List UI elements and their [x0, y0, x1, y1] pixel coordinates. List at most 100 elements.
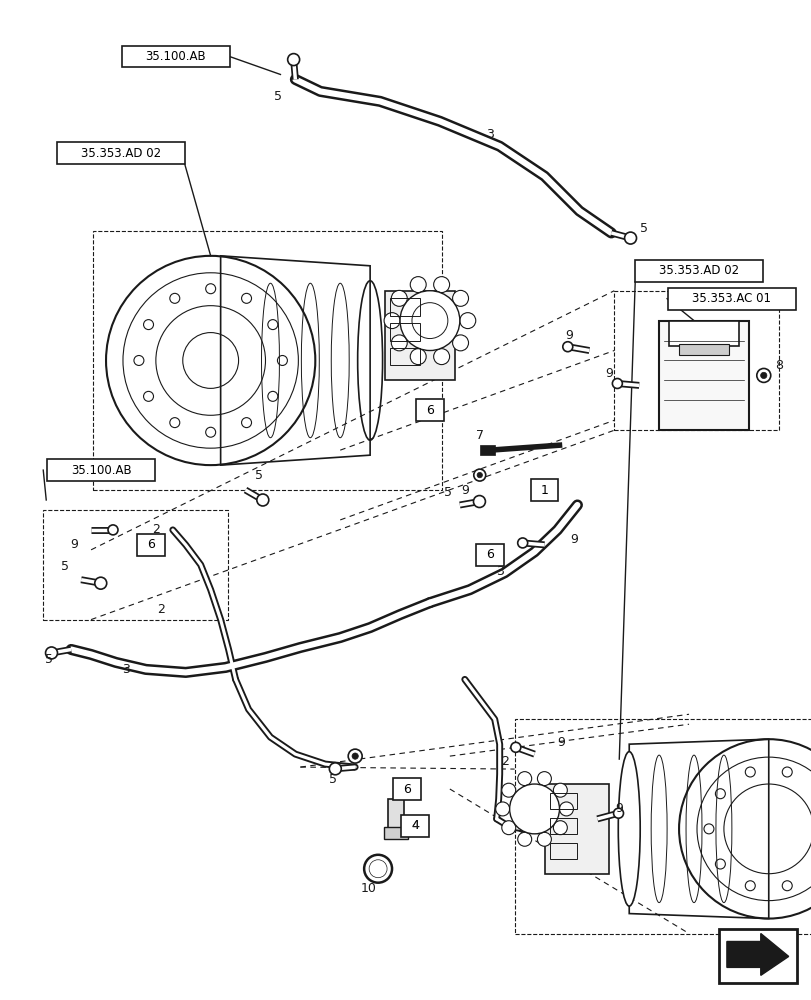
- Circle shape: [352, 753, 358, 759]
- Text: 5: 5: [61, 560, 69, 573]
- Circle shape: [559, 802, 573, 816]
- Circle shape: [510, 742, 520, 752]
- Ellipse shape: [617, 752, 639, 906]
- Circle shape: [268, 320, 277, 330]
- Text: 6: 6: [147, 538, 155, 551]
- Bar: [479, 445, 494, 455]
- Circle shape: [433, 277, 449, 293]
- Circle shape: [205, 427, 216, 437]
- Polygon shape: [726, 934, 787, 975]
- FancyBboxPatch shape: [47, 459, 155, 481]
- FancyBboxPatch shape: [393, 778, 420, 800]
- Text: 2: 2: [500, 755, 508, 768]
- Text: 3: 3: [122, 663, 130, 676]
- Text: 35.353.AC 01: 35.353.AC 01: [692, 292, 770, 305]
- Bar: [389, 298, 419, 316]
- Bar: [659, 321, 748, 430]
- Circle shape: [277, 355, 287, 365]
- Circle shape: [410, 349, 426, 365]
- Circle shape: [268, 391, 277, 401]
- Bar: [668, 321, 738, 346]
- Circle shape: [459, 313, 475, 329]
- Circle shape: [473, 469, 485, 481]
- Text: 35.353.AD 02: 35.353.AD 02: [658, 264, 738, 277]
- Circle shape: [169, 293, 179, 303]
- Circle shape: [744, 767, 754, 777]
- Bar: [549, 793, 577, 809]
- Circle shape: [134, 355, 144, 365]
- Text: 10: 10: [360, 882, 375, 895]
- FancyBboxPatch shape: [415, 399, 444, 421]
- Bar: [388, 799, 404, 831]
- Bar: [549, 843, 577, 859]
- Bar: [389, 348, 419, 365]
- Text: 5: 5: [328, 773, 337, 786]
- Text: 9: 9: [461, 484, 468, 497]
- Text: 35.100.AB: 35.100.AB: [71, 464, 131, 477]
- Circle shape: [144, 391, 153, 401]
- Text: 5: 5: [274, 90, 282, 103]
- Circle shape: [329, 763, 341, 775]
- Circle shape: [391, 290, 407, 306]
- Circle shape: [452, 290, 468, 306]
- Circle shape: [562, 342, 572, 352]
- Circle shape: [611, 378, 621, 388]
- Text: 9: 9: [70, 538, 78, 551]
- Text: 3: 3: [496, 565, 503, 578]
- Circle shape: [517, 772, 531, 786]
- Circle shape: [477, 472, 482, 478]
- Circle shape: [553, 783, 567, 797]
- Circle shape: [517, 538, 527, 548]
- Bar: [549, 818, 577, 834]
- Circle shape: [287, 54, 299, 66]
- Circle shape: [363, 855, 392, 883]
- Circle shape: [714, 859, 724, 869]
- FancyBboxPatch shape: [122, 46, 230, 67]
- Text: 5: 5: [45, 653, 54, 666]
- Bar: [389, 323, 419, 341]
- Text: 35.353.AD 02: 35.353.AD 02: [81, 147, 161, 160]
- Text: 3: 3: [485, 128, 493, 141]
- Circle shape: [348, 749, 362, 763]
- Circle shape: [391, 335, 407, 351]
- Circle shape: [452, 335, 468, 351]
- Text: 35.100.AB: 35.100.AB: [145, 50, 206, 63]
- Bar: [514, 719, 811, 934]
- Text: 5: 5: [444, 486, 451, 499]
- Circle shape: [433, 349, 449, 365]
- Text: 9: 9: [605, 367, 612, 380]
- FancyBboxPatch shape: [137, 534, 165, 556]
- Circle shape: [744, 881, 754, 891]
- Circle shape: [553, 821, 567, 835]
- Circle shape: [517, 832, 531, 846]
- Circle shape: [241, 418, 251, 428]
- Circle shape: [781, 881, 792, 891]
- Text: 9: 9: [557, 736, 564, 749]
- Circle shape: [501, 821, 515, 835]
- Circle shape: [256, 494, 268, 506]
- Circle shape: [95, 577, 106, 589]
- Bar: [614, 291, 778, 430]
- Bar: [544, 784, 608, 874]
- Circle shape: [205, 284, 216, 294]
- Circle shape: [714, 789, 724, 799]
- FancyBboxPatch shape: [401, 815, 428, 837]
- Circle shape: [108, 525, 118, 535]
- Bar: [384, 827, 407, 839]
- Circle shape: [241, 293, 251, 303]
- Circle shape: [169, 418, 179, 428]
- Text: 6: 6: [402, 783, 410, 796]
- Text: 8: 8: [774, 359, 782, 372]
- Circle shape: [537, 832, 551, 846]
- Circle shape: [144, 320, 153, 330]
- Text: 2: 2: [152, 523, 160, 536]
- Circle shape: [45, 647, 58, 659]
- Bar: [718, 929, 796, 983]
- Circle shape: [756, 368, 770, 382]
- Circle shape: [410, 277, 426, 293]
- Text: 9: 9: [570, 533, 577, 546]
- Text: 6: 6: [485, 548, 493, 561]
- Bar: [93, 231, 441, 490]
- Text: 2: 2: [157, 603, 165, 616]
- Text: 5: 5: [254, 469, 262, 482]
